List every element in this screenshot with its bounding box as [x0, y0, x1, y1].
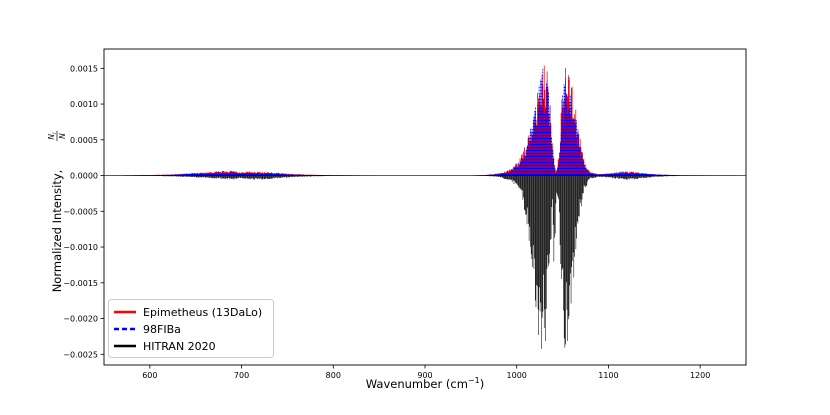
y-axis-label-numerator-sub: i	[52, 132, 58, 134]
legend-label-hitran: HITRAN 2020	[143, 340, 216, 353]
y-axis-label-numerator: Ni	[47, 132, 58, 140]
y-axis-label-numerator-main: N	[47, 134, 56, 140]
x-tick-label: 600	[142, 371, 157, 380]
x-tick-label: 700	[234, 371, 249, 380]
y-tick-label: 0.0000	[70, 172, 98, 181]
x-tick-label: 1100	[598, 371, 618, 380]
y-tick-label: 0.0010	[70, 100, 98, 109]
x-tick-label: 900	[417, 371, 432, 380]
y-tick-label: 0.0005	[70, 136, 98, 145]
y-axis: 0.0015 0.0010 0.0005 0.0000 −0.0005 −0.0010 −0…	[63, 64, 104, 359]
x-axis-label-end: )	[480, 377, 485, 391]
y-tick-label: −0.0015	[63, 279, 98, 288]
x-axis-label-superscript: −1	[468, 376, 480, 385]
y-tick-label: 0.0015	[70, 64, 98, 73]
legend: Epimetheus (13DaLo) 98FIBa HITRAN 2020	[108, 299, 274, 358]
x-axis-label: Wavenumber (cm−1)	[366, 376, 484, 391]
x-axis: 600 700 800 900 1000 1100 1200	[142, 365, 710, 380]
legend-label-epimetheus: Epimetheus (13DaLo)	[143, 306, 262, 319]
y-tick-label: −0.0025	[63, 350, 98, 359]
y-tick-label: −0.0005	[63, 207, 98, 216]
y-tick-label: −0.0010	[63, 243, 98, 252]
legend-label-98fiba: 98FIBa	[143, 323, 181, 336]
x-tick-label: 800	[326, 371, 341, 380]
legend-box	[108, 299, 274, 358]
y-tick-label: −0.0020	[63, 315, 98, 324]
x-axis-label-main: Wavenumber (cm	[366, 377, 468, 391]
y-axis-label-group: Normalized Intensity, Ni N	[47, 131, 67, 292]
x-tick-label: 1000	[507, 371, 527, 380]
x-tick-label: 1200	[690, 371, 710, 380]
y-axis-label-denominator: N	[58, 133, 67, 139]
y-axis-label: Normalized Intensity,	[50, 170, 64, 293]
